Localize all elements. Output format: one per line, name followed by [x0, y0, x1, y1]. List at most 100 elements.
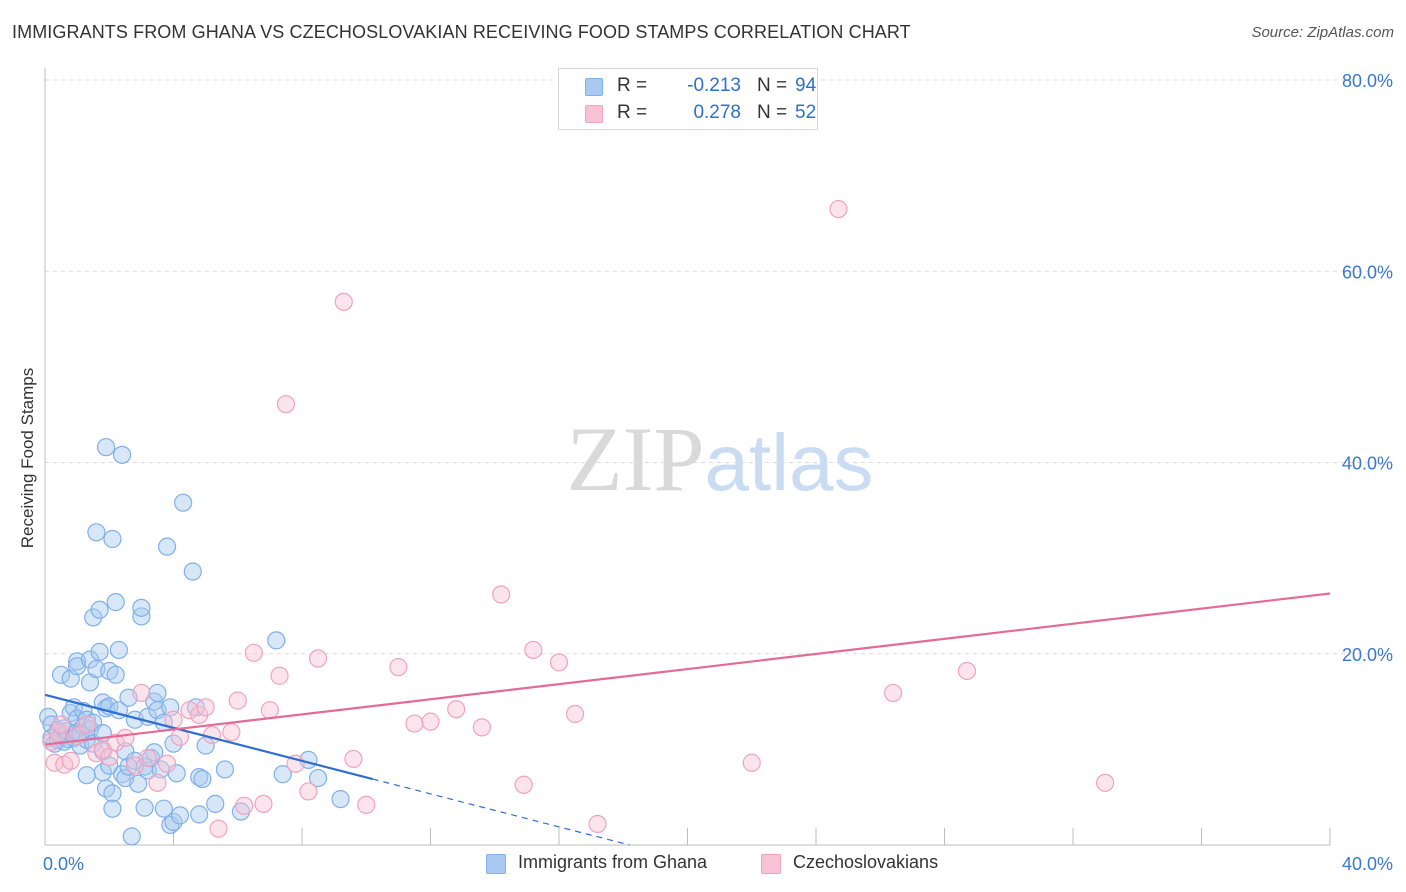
data-point: [524, 640, 543, 660]
data-point: [209, 819, 228, 838]
data-point: [273, 765, 292, 784]
legend-swatch-ghana: [585, 78, 603, 96]
data-point: [157, 537, 177, 556]
data-point: [299, 782, 318, 801]
data-point: [106, 665, 125, 684]
x-tick-label: 0.0%: [43, 854, 84, 874]
data-point: [447, 700, 466, 719]
data-point: [334, 292, 353, 311]
data-point: [51, 715, 71, 734]
data-point: [492, 585, 511, 604]
data-point: [215, 760, 234, 779]
chart-title: IMMIGRANTS FROM GHANA VS CZECHOSLOVAKIAN…: [12, 22, 911, 42]
data-point: [957, 661, 977, 681]
data-point: [170, 806, 190, 825]
data-point: [161, 815, 180, 835]
data-point: [231, 802, 251, 821]
data-point: [132, 598, 151, 617]
legend-swatch-czechoslovakians: [585, 105, 603, 123]
data-point: [148, 683, 167, 703]
data-points: [39, 199, 1115, 846]
watermark: ZIPatlas: [567, 408, 874, 510]
data-point: [308, 768, 328, 788]
data-point: [260, 701, 279, 720]
data-point: [164, 734, 183, 753]
data-point: [405, 714, 424, 733]
data-point: [331, 789, 350, 809]
data-point: [135, 798, 154, 817]
data-point: [138, 748, 157, 768]
data-point: [206, 794, 225, 813]
r-value: 0.278: [693, 102, 741, 123]
data-point: [129, 774, 148, 793]
legend-swatch-ghana: [486, 854, 506, 874]
y-tick-label: 60.0%: [1342, 262, 1393, 282]
data-point: [357, 795, 376, 814]
data-point: [1096, 773, 1115, 792]
grid-lines: [45, 79, 1392, 655]
data-point: [549, 653, 569, 672]
n-label: N =: [757, 75, 788, 96]
n-value: 94: [795, 75, 817, 96]
data-point: [51, 665, 71, 684]
data-point: [254, 794, 273, 813]
data-point: [883, 683, 903, 703]
data-point: [222, 723, 241, 742]
data-point: [472, 718, 491, 737]
legend-label: Czechoslovakians: [793, 852, 939, 872]
data-point: [421, 712, 440, 731]
data-point: [112, 445, 132, 464]
data-point: [80, 650, 100, 669]
data-point: [196, 698, 215, 717]
data-point: [565, 704, 585, 724]
y-tick-label: 40.0%: [1342, 454, 1393, 474]
data-point: [244, 643, 263, 662]
data-point: [344, 749, 363, 769]
data-point: [588, 814, 607, 834]
r-label: R =: [617, 102, 648, 123]
data-point: [267, 631, 286, 650]
data-point: [148, 773, 167, 792]
data-point: [270, 666, 289, 685]
data-point: [174, 493, 193, 512]
data-point: [109, 640, 128, 660]
data-point: [154, 799, 173, 818]
tick-labels: 20.0% 40.0% 60.0% 80.0% 0.0% 40.0%: [43, 71, 1393, 874]
data-point: [103, 784, 122, 803]
data-point: [276, 395, 296, 414]
y-tick-label: 80.0%: [1342, 71, 1393, 91]
trend-line: [44, 592, 1331, 746]
data-point: [308, 649, 328, 668]
data-point: [514, 775, 533, 794]
data-point: [77, 715, 96, 734]
data-point: [164, 812, 183, 832]
trend-lines: [44, 592, 1331, 846]
data-point: [157, 754, 177, 773]
series-czechoslovakians: [42, 199, 1115, 838]
data-point: [742, 753, 761, 772]
data-point: [190, 768, 209, 787]
trend-line: [44, 693, 373, 781]
data-point: [235, 796, 254, 815]
data-point: [96, 438, 116, 457]
data-point: [87, 523, 106, 542]
data-point: [61, 751, 80, 770]
data-point: [103, 529, 122, 549]
trend-line-extension: [372, 778, 630, 846]
data-point: [90, 642, 109, 661]
data-point: [103, 799, 122, 818]
series-ghana: [39, 438, 350, 846]
legend-label: Immigrants from Ghana: [518, 852, 708, 872]
data-point: [106, 593, 125, 612]
data-point: [389, 658, 408, 677]
r-label: R =: [617, 75, 648, 96]
data-point: [193, 769, 212, 789]
data-point: [122, 827, 141, 846]
data-point: [829, 199, 848, 219]
data-point: [183, 562, 202, 581]
r-value: -0.213: [687, 75, 741, 96]
axes: [44, 68, 1331, 846]
data-point: [202, 725, 222, 745]
legend-swatch-czechoslovakians: [761, 854, 781, 874]
